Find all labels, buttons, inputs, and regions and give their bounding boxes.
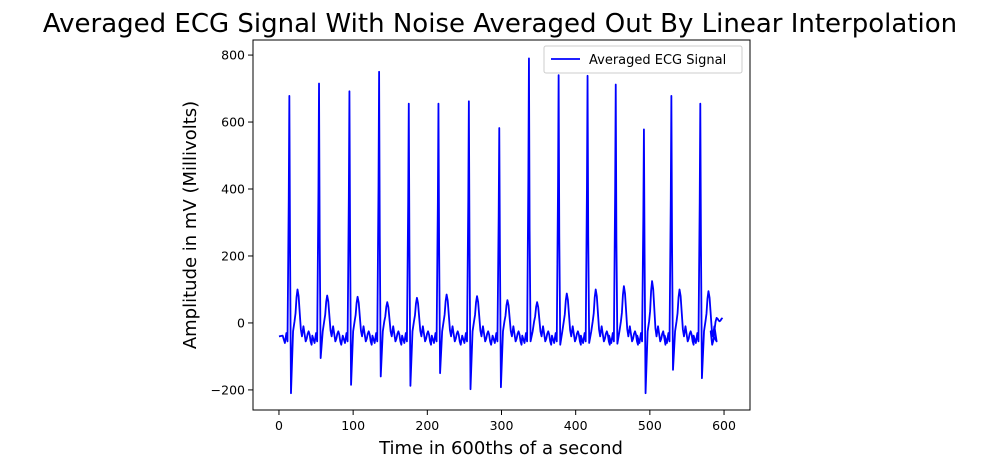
- plot-area: 0 100 200 300 400 500 600 −200 0 200 400 600 800: [211, 39, 751, 433]
- x-axis-ticks: 0 100 200 300 400 500 600: [275, 410, 736, 433]
- y-axis-ticks: −200 0 200 400 600 800: [211, 48, 253, 397]
- y-tick-label: 800: [221, 48, 245, 63]
- x-tick-label: 0: [275, 418, 283, 433]
- legend-box: [543, 45, 743, 74]
- x-tick-label: 200: [415, 418, 439, 433]
- chart-title: Averaged ECG Signal With Noise Averaged …: [43, 9, 957, 39]
- y-tick-label: 0: [237, 315, 245, 330]
- x-tick-label: 100: [341, 418, 365, 433]
- y-tick-label: 200: [221, 248, 245, 263]
- series-line-averaged-ecg-signal: [278, 57, 724, 395]
- x-tick-label: 600: [712, 418, 736, 433]
- y-tick-label: 600: [221, 115, 245, 130]
- x-tick-label: 400: [564, 418, 588, 433]
- x-tick-label: 300: [490, 418, 514, 433]
- x-tick-label: 500: [638, 418, 662, 433]
- y-axis-label: Amplitude in mV (Millivolts): [180, 101, 201, 349]
- legend-label: Averaged ECG Signal: [589, 53, 726, 68]
- legend: Averaged ECG Signal: [543, 45, 743, 74]
- x-axis-label: Time in 600ths of a second: [378, 438, 623, 459]
- y-tick-label: 400: [221, 182, 245, 197]
- y-tick-label: −200: [211, 382, 245, 397]
